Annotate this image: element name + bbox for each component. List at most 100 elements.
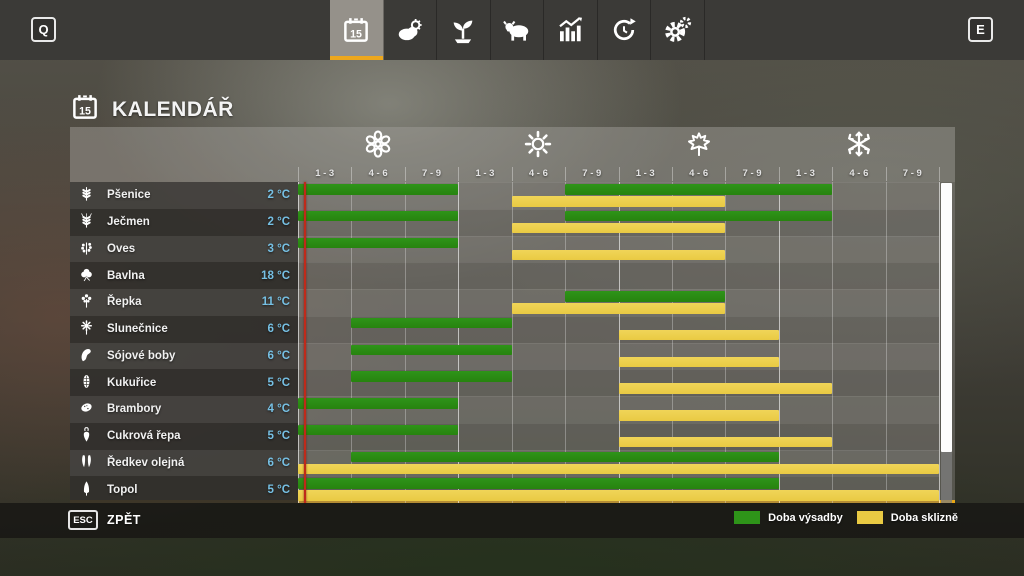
economy-tab[interactable] — [598, 0, 651, 60]
grid-line — [404, 182, 406, 503]
crop-row-6[interactable]: Slunečnice 6 °C — [70, 315, 298, 343]
harvest-bar — [511, 249, 726, 261]
crop-row-4[interactable]: Bavlna 18 °C — [70, 262, 298, 289]
planting-bar — [565, 291, 726, 302]
harvest-bar — [618, 383, 833, 394]
crop-row-8[interactable]: Kukuřice 5 °C — [70, 369, 298, 396]
crop-row-1[interactable]: Pšenice 2 °C — [70, 182, 298, 209]
grid-line — [832, 182, 834, 503]
calendar-tab[interactable]: 15 — [330, 0, 384, 60]
page-title: KALENDÁŘ — [112, 97, 234, 121]
grid-line-season — [778, 182, 780, 503]
grid-line-season — [618, 182, 620, 503]
germination-temperature: 5 °C — [267, 430, 291, 443]
current-day-line — [303, 182, 306, 503]
esc-key-badge: ESC — [68, 510, 98, 530]
legend-swatch — [734, 511, 761, 524]
germination-temperature: 6 °C — [267, 349, 291, 362]
planting-bar — [298, 210, 459, 222]
season-spring — [298, 129, 458, 163]
key-hint-e[interactable]: E — [968, 17, 993, 42]
crop-row-2[interactable]: Ječmen 2 °C — [70, 208, 298, 236]
weather-tab[interactable] — [384, 0, 437, 60]
svg-text:15: 15 — [79, 106, 91, 118]
grid-tick — [671, 167, 673, 181]
period-label: 7 - 9 — [422, 167, 442, 179]
crop-name: Kukuřice — [107, 376, 157, 389]
crop-name: Sójové boby — [107, 349, 176, 362]
planting-bar — [351, 317, 512, 329]
grid-tick — [351, 167, 353, 181]
harvest-bar — [511, 196, 726, 207]
grid-tick — [618, 167, 620, 181]
stats-icon — [555, 15, 585, 45]
calendar-header-background — [70, 127, 955, 182]
legend: Doba výsadby Doba sklizně — [734, 511, 958, 524]
planting-bar — [298, 398, 459, 409]
grid-tick — [511, 167, 513, 181]
crop-row-3[interactable]: Oves 3 °C — [70, 235, 298, 263]
grid-line-season — [939, 182, 940, 503]
weather-icon — [395, 15, 425, 45]
animals-tab[interactable] — [491, 0, 544, 60]
period-label: 4 - 6 — [689, 167, 709, 179]
crop-row-11[interactable]: Ředkev olejná 6 °C — [70, 449, 298, 477]
germination-temperature: 18 °C — [261, 269, 290, 282]
legend-item-planting: Doba výsadby — [734, 511, 843, 524]
key-hint-q[interactable]: Q — [31, 17, 56, 42]
grid-tick — [939, 167, 940, 181]
germination-temperature: 5 °C — [267, 376, 291, 389]
poplar-icon — [78, 478, 98, 502]
settings-tab[interactable] — [651, 0, 705, 60]
grid-line — [511, 182, 513, 503]
germination-temperature: 5 °C — [267, 483, 291, 496]
grid-tick — [832, 167, 834, 181]
back-button[interactable]: ESC ZPĚT — [68, 510, 141, 530]
grid-tick — [298, 167, 299, 181]
crop-row-12[interactable]: Topol 5 °C — [70, 476, 298, 503]
potato-icon — [78, 397, 98, 421]
period-label: 1 - 3 — [475, 167, 495, 179]
harvest-bar — [298, 463, 939, 475]
season-winter — [779, 129, 939, 163]
page-header: 15 KALENDÁŘ — [70, 92, 234, 127]
planting-bar — [298, 424, 459, 436]
crop-name: Pšenice — [107, 189, 151, 202]
statistics-tab[interactable] — [544, 0, 598, 60]
crop-name: Řepka — [107, 296, 142, 309]
planting-bar — [351, 344, 512, 356]
back-label: ZPĚT — [107, 513, 141, 527]
crop-name: Ječmen — [107, 216, 150, 229]
germination-temperature: 6 °C — [267, 323, 291, 336]
calendar-panel: 1 - 3 4 - 6 7 - 9 1 - 3 4 - 6 7 - 9 1 - 3 4 - 6… — [70, 127, 955, 503]
grid-line — [351, 182, 353, 503]
calendar-icon: 15 — [341, 15, 371, 45]
scrollbar-thumb[interactable] — [941, 183, 952, 452]
period-label: 4 - 6 — [528, 167, 548, 179]
grid-line-season — [458, 182, 460, 503]
planting-bar — [298, 184, 459, 195]
period-label: 1 - 3 — [635, 167, 655, 179]
crop-row-5[interactable]: Řepka 11 °C — [70, 289, 298, 316]
sun-icon — [523, 129, 553, 164]
season-summer — [458, 129, 618, 163]
crop-row-10[interactable]: Cukrová řepa 5 °C — [70, 422, 298, 450]
crops-tab[interactable] — [437, 0, 491, 60]
crop-row-7[interactable]: Sójové boby 6 °C — [70, 342, 298, 370]
top-tab-bar: 15 — [330, 0, 705, 60]
planting-bar — [351, 371, 512, 382]
legend-label: Doba sklizně — [890, 511, 958, 524]
period-label: 1 - 3 — [315, 167, 335, 179]
grid-line — [671, 182, 673, 503]
sunflower-icon — [78, 317, 98, 341]
planting-bar — [298, 237, 459, 249]
cotton-icon — [78, 264, 98, 288]
grid-tick — [885, 167, 887, 181]
corn-icon — [78, 371, 98, 395]
radish-icon — [78, 451, 98, 475]
crop-row-9[interactable]: Brambory 4 °C — [70, 396, 298, 423]
season-autumn — [619, 129, 779, 163]
crop-name: Ředkev olejná — [107, 456, 185, 469]
germination-temperature: 3 °C — [267, 242, 291, 255]
period-label: 7 - 9 — [742, 167, 762, 179]
